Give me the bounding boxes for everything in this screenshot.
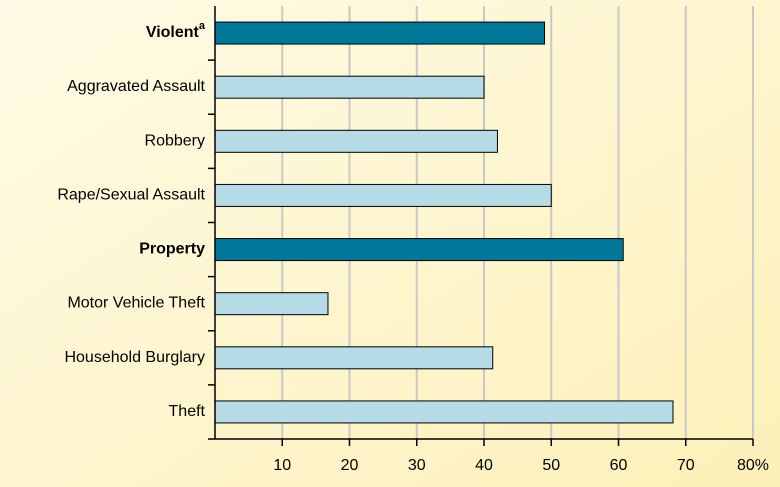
category-label: Household Burglary [64, 349, 205, 366]
category-label: Rape/Sexual Assault [57, 187, 205, 204]
x-tick-label: 30 [408, 457, 426, 474]
category-label: Theft [169, 403, 206, 420]
category-note: a [199, 20, 206, 32]
y-tick-label: Rape/Sexual Assault [57, 187, 205, 204]
category-label: Violent [146, 24, 200, 41]
x-tick-label: 40 [475, 457, 493, 474]
y-tick-label: Motor Vehicle Theft [67, 295, 205, 312]
category-label: Motor Vehicle Theft [67, 295, 205, 312]
bar [214, 75, 485, 99]
category-label: Aggravated Assault [67, 78, 205, 95]
bar [214, 292, 329, 316]
category-label: Robbery [145, 133, 205, 150]
x-tick-label: 20 [341, 457, 359, 474]
x-tick-label: 60 [610, 457, 628, 474]
bar [214, 129, 498, 153]
bar [214, 346, 494, 370]
x-tick-label: 70 [677, 457, 695, 474]
y-tick-label: Household Burglary [64, 349, 205, 366]
y-tick-label: Violenta [146, 20, 206, 41]
bar [214, 21, 546, 45]
x-tick-label: 50 [542, 457, 560, 474]
y-tick-label: Aggravated Assault [67, 78, 205, 95]
y-tick-label: Property [139, 241, 205, 258]
bar [214, 183, 552, 207]
y-tick-label: Theft [169, 403, 206, 420]
x-tick-label: 80% [737, 457, 769, 474]
bar [214, 238, 624, 262]
y-tick-label: Robbery [145, 133, 205, 150]
bar [214, 400, 674, 424]
category-label: Property [139, 241, 205, 258]
x-tick-label: 10 [273, 457, 291, 474]
